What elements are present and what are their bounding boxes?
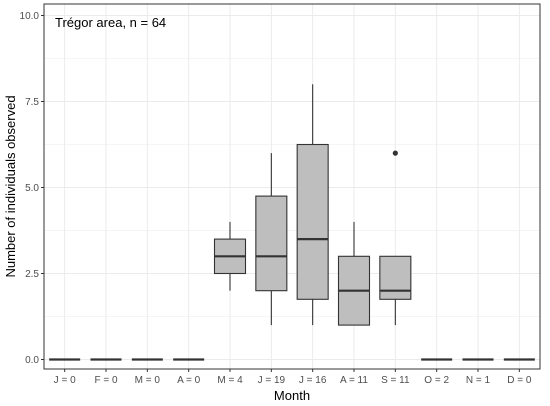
x-tick-label: S = 11 xyxy=(381,375,410,386)
x-tick-label: A = 0 xyxy=(177,375,201,386)
iqr-box xyxy=(379,255,412,300)
x-axis-ticks: J = 0 F = 0 M = 0 A = 0 M = 4 J = 19 J = 16 A =… xyxy=(54,369,532,386)
x-axis-title: Month xyxy=(274,388,310,403)
y-axis-ticks: 0.0 2.5 5.0 7.5 10.0 xyxy=(20,11,44,366)
x-tick-label: D = 0 xyxy=(507,375,532,386)
y-tick-label: 5.0 xyxy=(25,183,39,194)
y-axis-title: Number of individuals observed xyxy=(3,95,18,277)
iqr-box xyxy=(296,143,329,300)
x-tick-label: J = 19 xyxy=(258,375,286,386)
x-tick-label: M = 4 xyxy=(217,375,243,386)
box-8 xyxy=(337,221,371,326)
x-tick-label: O = 2 xyxy=(424,375,449,386)
x-tick-label: M = 0 xyxy=(135,375,161,386)
x-tick-label: N = 1 xyxy=(466,375,491,386)
x-tick-label: J = 16 xyxy=(299,375,327,386)
iqr-box xyxy=(255,195,288,292)
chart-annotation: Trégor area, n = 64 xyxy=(55,15,166,30)
box-5 xyxy=(213,221,247,291)
y-tick-label: 7.5 xyxy=(25,97,39,108)
boxes-layer xyxy=(49,84,535,361)
y-tick-label: 10.0 xyxy=(20,11,40,22)
y-tick-label: 2.5 xyxy=(25,269,39,280)
box-9 xyxy=(379,150,412,326)
outlier-point xyxy=(392,150,398,156)
x-tick-label: F = 0 xyxy=(94,375,118,386)
grid-lines xyxy=(44,4,540,369)
x-tick-label: A = 11 xyxy=(340,375,368,386)
box-6 xyxy=(255,153,288,326)
box-7 xyxy=(296,84,329,326)
y-tick-label: 0.0 xyxy=(25,355,39,366)
x-tick-label: J = 0 xyxy=(54,375,76,386)
panel-border xyxy=(43,3,541,370)
